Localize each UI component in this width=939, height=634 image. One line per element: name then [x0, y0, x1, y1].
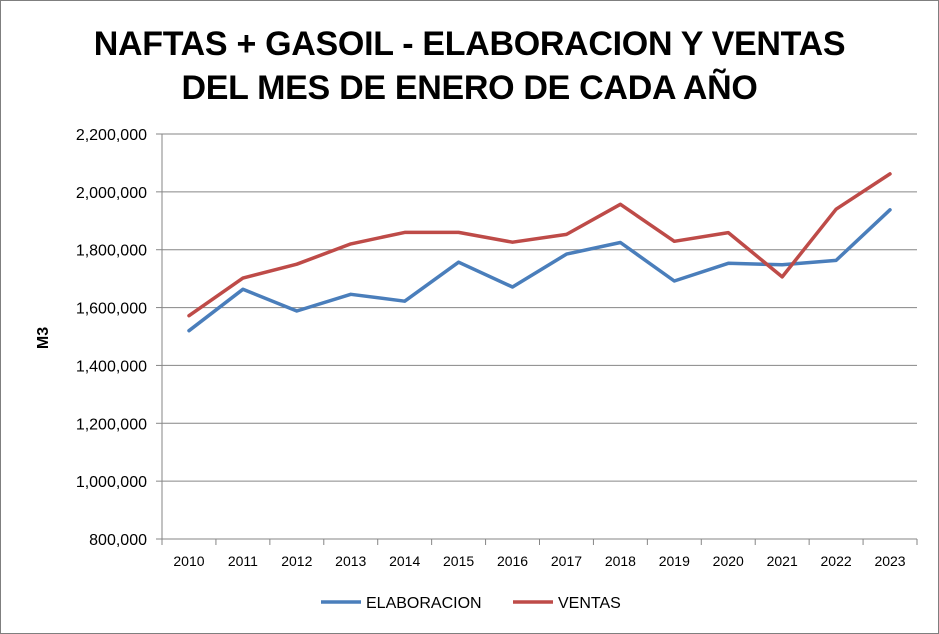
x-tick-label: 2022: [821, 553, 852, 569]
x-tick-label: 2013: [335, 553, 366, 569]
x-tick-label: 2019: [659, 553, 690, 569]
x-tick-label: 2012: [281, 553, 312, 569]
x-tick-label: 2020: [713, 553, 744, 569]
x-tick-labels: 2010 2011 2012 2013 2014 2015 2016 2017 2018 2019…: [173, 553, 905, 569]
y-tick-label: 1,400,000: [76, 358, 147, 375]
x-tick-label: 2018: [605, 553, 636, 569]
x-tick-label: 2021: [767, 553, 798, 569]
legend-label: VENTAS: [558, 595, 621, 612]
legend: ELABORACION VENTAS: [321, 595, 621, 612]
series-line-elaboracion: [187, 208, 892, 333]
x-tick-label: 2016: [497, 553, 528, 569]
x-tick-label: 2014: [389, 553, 420, 569]
axes: [161, 134, 918, 545]
chart-title-line-1: NAFTAS + GASOIL - ELABORACION Y VENTAS: [93, 25, 846, 63]
y-tick-label: 1,800,000: [76, 243, 147, 260]
legend-label: ELABORACION: [366, 595, 482, 612]
x-tick-label: 2023: [874, 553, 905, 569]
gridlines: [156, 133, 917, 540]
chart-title: NAFTAS + GASOIL - ELABORACION Y VENTAS D…: [0, 22, 939, 110]
y-tick-label: 2,000,000: [76, 185, 147, 202]
y-axis-label: M3: [35, 327, 52, 349]
x-tick-label: 2017: [551, 553, 582, 569]
y-tick-labels: 800,000 1,000,000 1,200,000 1,400,000 1,600,…: [76, 127, 147, 549]
y-tick-label: 1,000,000: [76, 474, 147, 491]
x-tick-label: 2015: [443, 553, 474, 569]
series-line-ventas: [187, 172, 892, 318]
chart-title-line-2: DEL MES DE ENERO DE CADA AÑO: [181, 69, 758, 107]
y-tick-label: 1,600,000: [76, 301, 147, 318]
y-tick-label: 2,200,000: [76, 127, 147, 144]
x-tick-label: 2010: [173, 553, 204, 569]
y-tick-label: 1,200,000: [76, 416, 147, 433]
y-tick-label: 800,000: [89, 532, 147, 549]
series-lines: [187, 172, 892, 333]
x-tick-label: 2011: [228, 553, 258, 569]
